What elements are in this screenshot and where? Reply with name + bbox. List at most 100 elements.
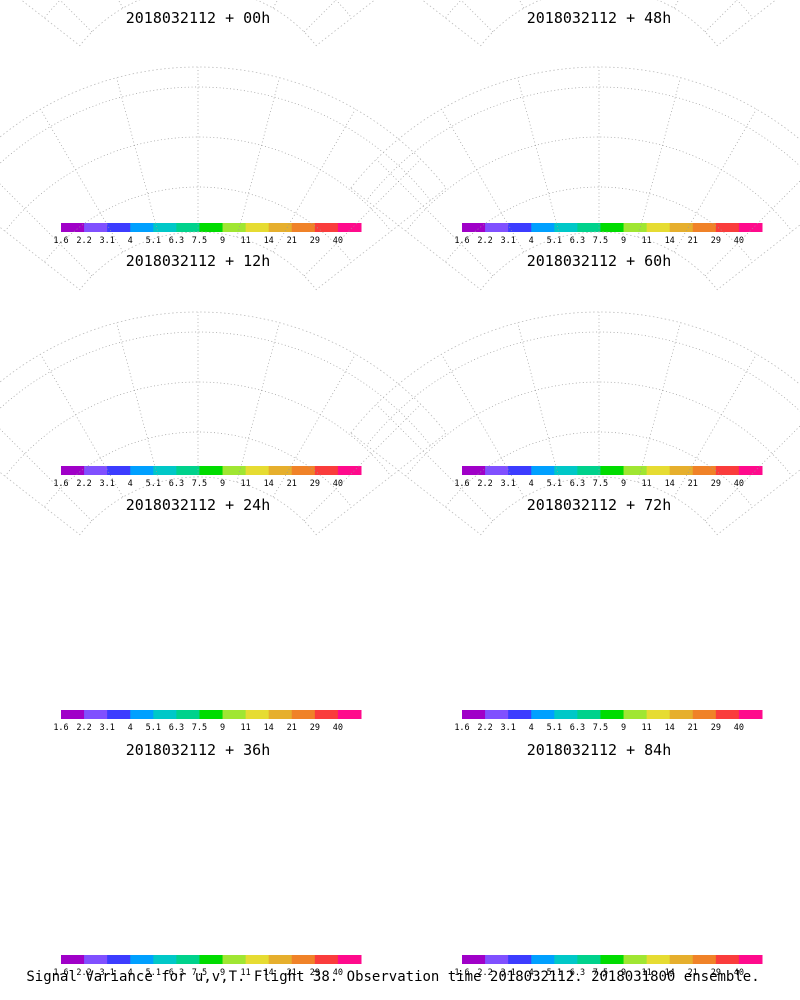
colorbar-swatch [199, 223, 224, 232]
colorbar-swatch [531, 223, 555, 232]
colorbar-swatch [600, 710, 625, 719]
colorbar-swatch [738, 710, 763, 719]
colorbar-swatch [291, 710, 316, 719]
colorbar-tick-label: 2.2 [76, 479, 91, 489]
colorbar-tick-label: 5.1 [547, 479, 562, 489]
colorbar-tick-label: 9 [621, 968, 626, 978]
colorbar-swatch [623, 223, 648, 232]
colorbar-tick-label: 2.2 [477, 968, 492, 978]
colorbar-swatch [692, 955, 717, 964]
colorbar-swatch [646, 955, 671, 964]
colorbar-swatch [222, 466, 247, 475]
colorbar-swatch [646, 466, 671, 475]
colorbar-swatch [84, 466, 108, 475]
colorbar-tick-label: 3.1 [500, 723, 515, 733]
panel-title: 2018032112 + 60h [527, 252, 672, 270]
colorbar-tick-label: 7.5 [192, 968, 207, 978]
colorbar-swatch [199, 955, 224, 964]
colorbar-swatch [669, 223, 694, 232]
map-panel: 2018032112 + 24h 1.6 2.2 3.1 4 5.1 6.3 7.5 9 11 14… [0, 66, 447, 733]
map-graticule [0, 67, 446, 277]
colorbar-swatch [600, 955, 625, 964]
colorbar-tick-label: 40 [333, 236, 343, 246]
colorbar-swatch [314, 955, 339, 964]
variance-field [43, 779, 357, 931]
colorbar-tick-label: 5.1 [547, 723, 562, 733]
colorbar-tick-label: 11 [240, 236, 250, 246]
colorbar-tick-label: 9 [220, 479, 225, 489]
colorbar-swatch [577, 223, 601, 232]
colorbar-swatch [153, 466, 177, 475]
colorbar-tick-label: 29 [711, 968, 721, 978]
colorbar-tick-label: 1.6 [53, 968, 68, 978]
colorbar-swatch [268, 710, 293, 719]
colorbar-tick-label: 40 [333, 723, 343, 733]
variance-field [451, 45, 743, 204]
colorbar-swatch [291, 466, 316, 475]
panel-title: 2018032112 + 36h [126, 741, 271, 759]
colorbar-tick-label: 40 [333, 968, 343, 978]
colorbar-swatch [738, 955, 763, 964]
colorbar-tick-label: 5.1 [146, 968, 161, 978]
colorbar-tick-label: 11 [641, 236, 651, 246]
colorbar-swatch [222, 955, 247, 964]
colorbar-tick-label: 9 [621, 479, 626, 489]
colorbar-swatch [669, 710, 694, 719]
figure-footer-caption: Signal Variance for u,v,T. Flight 38. Ob… [26, 969, 759, 985]
colorbar-swatch [337, 223, 362, 232]
colorbar-tick-label: 4 [128, 479, 133, 489]
colorbar-swatch [554, 710, 578, 719]
colorbar-swatch [508, 710, 532, 719]
colorbar-tick-label: 2.2 [477, 723, 492, 733]
colorbar-swatch [531, 710, 555, 719]
colorbar-tick-label: 21 [688, 479, 698, 489]
coastlines [424, 40, 747, 190]
colorbar-tick-label: 3.1 [99, 968, 114, 978]
map-domain-outline [350, 311, 800, 536]
colorbar-swatch [485, 223, 509, 232]
colorbar-swatch [485, 466, 509, 475]
coastlines [424, 283, 747, 433]
colorbar-swatch [84, 710, 108, 719]
panel-grid: 2018032112 + 00h 1.6 2.2 3.1 4 5.1 6.3 7.5 9 11 14… [0, 0, 800, 978]
colorbar-tick-label: 6.3 [169, 968, 184, 978]
colorbar-tick-label: 4 [529, 236, 534, 246]
colorbar-swatch [692, 710, 717, 719]
colorbar-swatch [61, 223, 85, 232]
colorbar-tick-label: 4 [128, 968, 133, 978]
colorbar-tick-label: 3.1 [99, 723, 114, 733]
colorbar-swatch [84, 223, 108, 232]
colorbar-tick-label: 40 [734, 479, 744, 489]
colorbar-swatch [153, 223, 177, 232]
colorbar-tick-label: 6.3 [169, 723, 184, 733]
colorbar-swatch [554, 223, 578, 232]
colorbar-tick-label: 4 [128, 723, 133, 733]
colorbar-swatch [153, 710, 177, 719]
colorbar-swatch [61, 955, 85, 964]
map-panel: 2018032112 + 72h 1.6 2.2 3.1 4 5.1 6.3 7.5 9 11 14… [350, 66, 800, 733]
coastlines [424, 527, 747, 677]
colorbar-tick-label: 7.5 [192, 479, 207, 489]
colorbar-tick-label: 29 [711, 236, 721, 246]
colorbar-tick-label: 4 [529, 723, 534, 733]
colorbar-swatch [508, 955, 532, 964]
colorbar-tick-label: 6.3 [169, 479, 184, 489]
colorbar-swatch [531, 466, 555, 475]
colorbar-tick-label: 2.2 [477, 479, 492, 489]
colorbar-tick-label: 21 [287, 479, 297, 489]
colorbar-swatch [222, 710, 247, 719]
colorbar-swatch [531, 955, 555, 964]
colorbar-swatch [107, 466, 131, 475]
colorbar-tick-label: 21 [287, 968, 297, 978]
colorbar-tick-label: 6.3 [570, 968, 585, 978]
colorbar-swatch [84, 955, 108, 964]
panel-title: 2018032112 + 12h [126, 252, 271, 270]
colorbar-swatch [462, 710, 486, 719]
colorbar-tick-label: 14 [264, 236, 274, 246]
colorbar-tick-label: 7.5 [593, 236, 608, 246]
colorbar-swatch [738, 466, 763, 475]
colorbar-tick-label: 3.1 [500, 479, 515, 489]
colorbar-swatch [669, 955, 694, 964]
colorbar-tick-label: 21 [688, 723, 698, 733]
colorbar-tick-label: 9 [220, 968, 225, 978]
